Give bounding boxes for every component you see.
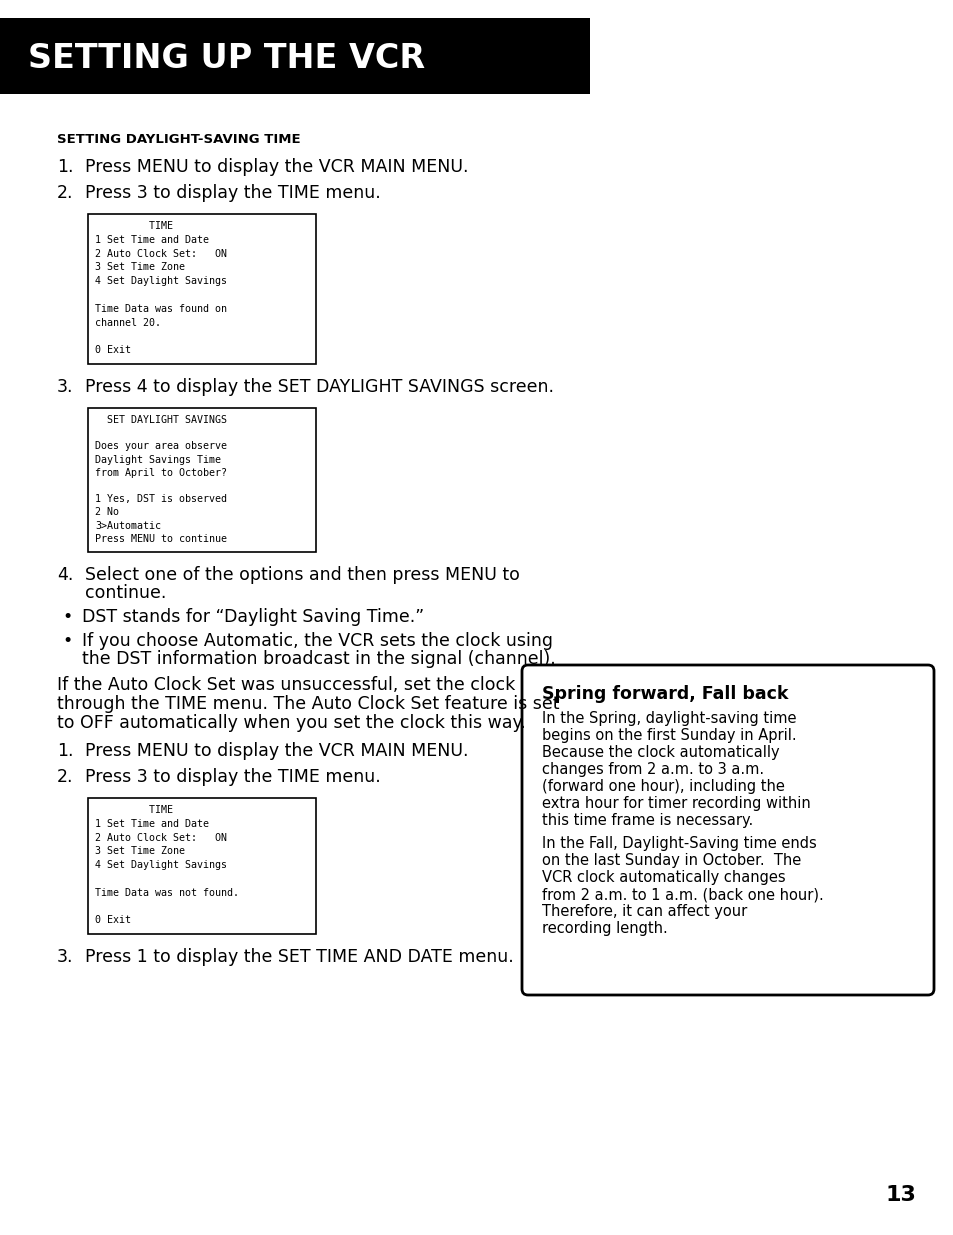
- Text: 3.: 3.: [57, 378, 73, 396]
- Text: Daylight Savings Time: Daylight Savings Time: [95, 454, 221, 464]
- Text: Press 3 to display the TIME menu.: Press 3 to display the TIME menu.: [85, 184, 380, 203]
- Text: continue.: continue.: [85, 584, 166, 601]
- Text: SETTING DAYLIGHT-SAVING TIME: SETTING DAYLIGHT-SAVING TIME: [57, 133, 300, 146]
- Bar: [0, 19, 589, 94]
- Text: 1 Set Time and Date: 1 Set Time and Date: [95, 235, 209, 245]
- Text: 4.: 4.: [57, 566, 73, 584]
- Text: SETTING UP THE VCR: SETTING UP THE VCR: [28, 42, 425, 74]
- Text: 2 Auto Clock Set:   ON: 2 Auto Clock Set: ON: [95, 832, 227, 842]
- Text: Press 3 to display the TIME menu.: Press 3 to display the TIME menu.: [85, 768, 380, 785]
- Text: 0 Exit: 0 Exit: [95, 915, 131, 925]
- Text: VCR clock automatically changes: VCR clock automatically changes: [541, 869, 785, 885]
- Text: from 2 a.m. to 1 a.m. (back one hour).: from 2 a.m. to 1 a.m. (back one hour).: [541, 887, 822, 902]
- Text: 2.: 2.: [57, 184, 73, 203]
- Text: Select one of the options and then press MENU to: Select one of the options and then press…: [85, 566, 519, 584]
- Text: begins on the first Sunday in April.: begins on the first Sunday in April.: [541, 727, 796, 743]
- Text: Time Data was not found.: Time Data was not found.: [95, 888, 239, 898]
- Text: through the TIME menu. The Auto Clock Set feature is set: through the TIME menu. The Auto Clock Se…: [57, 695, 558, 713]
- Text: 1 Set Time and Date: 1 Set Time and Date: [95, 819, 209, 829]
- Text: Press MENU to display the VCR MAIN MENU.: Press MENU to display the VCR MAIN MENU.: [85, 742, 468, 760]
- Text: 4 Set Daylight Savings: 4 Set Daylight Savings: [95, 277, 227, 287]
- Text: 13: 13: [884, 1186, 915, 1205]
- Text: this time frame is necessary.: this time frame is necessary.: [541, 813, 753, 827]
- Text: Press 4 to display the SET DAYLIGHT SAVINGS screen.: Press 4 to display the SET DAYLIGHT SAVI…: [85, 378, 554, 396]
- Text: 2.: 2.: [57, 768, 73, 785]
- Bar: [88, 214, 315, 364]
- Text: Time Data was found on: Time Data was found on: [95, 304, 227, 314]
- Text: Because the clock automatically: Because the clock automatically: [541, 745, 779, 760]
- Text: •: •: [62, 608, 72, 626]
- Text: Therefore, it can affect your: Therefore, it can affect your: [541, 904, 746, 919]
- Text: channel 20.: channel 20.: [95, 317, 161, 327]
- Text: 4 Set Daylight Savings: 4 Set Daylight Savings: [95, 861, 227, 871]
- Bar: [88, 798, 315, 934]
- Text: 3 Set Time Zone: 3 Set Time Zone: [95, 846, 185, 856]
- Text: If you choose Automatic, the VCR sets the clock using: If you choose Automatic, the VCR sets th…: [82, 632, 553, 650]
- Text: 2 No: 2 No: [95, 508, 119, 517]
- Text: TIME: TIME: [95, 221, 172, 231]
- Text: 1 Yes, DST is observed: 1 Yes, DST is observed: [95, 494, 227, 504]
- Text: to OFF automatically when you set the clock this way.: to OFF automatically when you set the cl…: [57, 714, 525, 732]
- Text: (forward one hour), including the: (forward one hour), including the: [541, 779, 784, 794]
- Text: recording length.: recording length.: [541, 921, 667, 936]
- Text: In the Fall, Daylight-Saving time ends: In the Fall, Daylight-Saving time ends: [541, 836, 816, 851]
- Text: 1.: 1.: [57, 158, 73, 177]
- Text: SET DAYLIGHT SAVINGS: SET DAYLIGHT SAVINGS: [95, 415, 227, 425]
- Text: Press 1 to display the SET TIME AND DATE menu.: Press 1 to display the SET TIME AND DATE…: [85, 948, 514, 966]
- Text: extra hour for timer recording within: extra hour for timer recording within: [541, 797, 810, 811]
- Text: •: •: [62, 632, 72, 650]
- Text: from April to October?: from April to October?: [95, 468, 227, 478]
- FancyBboxPatch shape: [521, 664, 933, 995]
- Text: If the Auto Clock Set was unsuccessful, set the clock: If the Auto Clock Set was unsuccessful, …: [57, 676, 515, 694]
- Text: the DST information broadcast in the signal (channel).: the DST information broadcast in the sig…: [82, 650, 556, 668]
- Text: Press MENU to display the VCR MAIN MENU.: Press MENU to display the VCR MAIN MENU.: [85, 158, 468, 177]
- Text: on the last Sunday in October.  The: on the last Sunday in October. The: [541, 853, 801, 868]
- Text: 0 Exit: 0 Exit: [95, 346, 131, 356]
- Text: 3 Set Time Zone: 3 Set Time Zone: [95, 262, 185, 273]
- Text: 2 Auto Clock Set:   ON: 2 Auto Clock Set: ON: [95, 248, 227, 258]
- Text: 3.: 3.: [57, 948, 73, 966]
- Text: In the Spring, daylight-saving time: In the Spring, daylight-saving time: [541, 711, 796, 726]
- Text: DST stands for “Daylight Saving Time.”: DST stands for “Daylight Saving Time.”: [82, 608, 424, 626]
- Text: Does your area observe: Does your area observe: [95, 441, 227, 452]
- Text: 1.: 1.: [57, 742, 73, 760]
- Text: 3>Automatic: 3>Automatic: [95, 521, 161, 531]
- Text: TIME: TIME: [95, 805, 172, 815]
- Text: changes from 2 a.m. to 3 a.m.: changes from 2 a.m. to 3 a.m.: [541, 762, 763, 777]
- Text: Spring forward, Fall back: Spring forward, Fall back: [541, 685, 787, 703]
- Bar: [88, 408, 315, 552]
- Text: Press MENU to continue: Press MENU to continue: [95, 534, 227, 543]
